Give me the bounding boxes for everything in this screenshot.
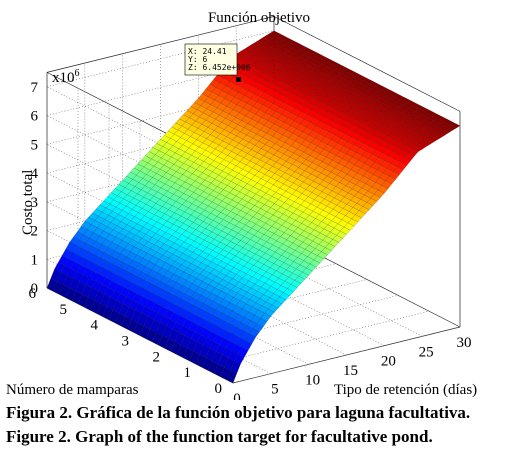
y-tick-label: 5 — [60, 302, 68, 318]
grid-line — [46, 201, 234, 298]
grid-line — [46, 115, 234, 211]
box-edge — [273, 16, 461, 112]
x-tick-label: 5 — [271, 382, 279, 398]
data-tip-x: X: 24.41 — [188, 47, 227, 56]
z-tick-label: 3 — [31, 195, 39, 211]
y-tick-label: 0 — [215, 381, 223, 397]
data-tip-z: Z: 6.452e+006 — [188, 63, 251, 72]
z-tick-label: 2 — [31, 224, 39, 240]
z-tick-label: 7 — [31, 80, 39, 96]
surface-patch — [449, 122, 461, 129]
x-tick-label: 25 — [419, 344, 434, 360]
data-tip-y: Y: 6 — [188, 55, 207, 64]
grid-line — [46, 143, 234, 240]
y-axis-label: Número de mamparas — [6, 382, 139, 398]
z-tick-label: 6 — [31, 109, 39, 125]
y-tick-label: 6 — [29, 286, 37, 302]
data-tip[interactable]: X: 24.41 Y: 6 Z: 6.452e+006 — [184, 43, 251, 82]
x-tick-label: 20 — [381, 354, 396, 370]
chart-title: Función objetivo — [208, 10, 310, 26]
x-tick-label: 10 — [305, 372, 320, 388]
y-tick-label: 1 — [184, 365, 192, 381]
figure-caption-spanish: Figura 2. Gráfica de la función objetivo… — [6, 403, 471, 422]
z-tick-label: 1 — [31, 252, 39, 268]
y-tick-label: 4 — [91, 318, 99, 334]
grid-line — [46, 172, 234, 269]
z-exponent-label: x106 — [52, 68, 80, 86]
z-tick-label: 0 — [31, 281, 39, 297]
x-axis-label: Tipo de retención (días) — [334, 382, 477, 398]
x-tick-label: 15 — [343, 363, 358, 379]
z-tick-label: 4 — [31, 166, 39, 182]
data-tip-box — [184, 43, 238, 76]
y-tick-label: 3 — [122, 334, 130, 350]
z-axis-label: Costo total — [20, 170, 36, 235]
figure-caption-english: Figure 2. Graph of the function target f… — [6, 427, 433, 446]
z-tick-label: 5 — [31, 137, 39, 153]
x-tick-label: 30 — [457, 335, 472, 351]
y-tick-label: 2 — [153, 349, 161, 365]
surface-mesh — [46, 30, 461, 384]
data-tip-marker — [236, 77, 241, 82]
box-edge — [46, 16, 275, 73]
x-tick-label: 0 — [233, 391, 241, 400]
